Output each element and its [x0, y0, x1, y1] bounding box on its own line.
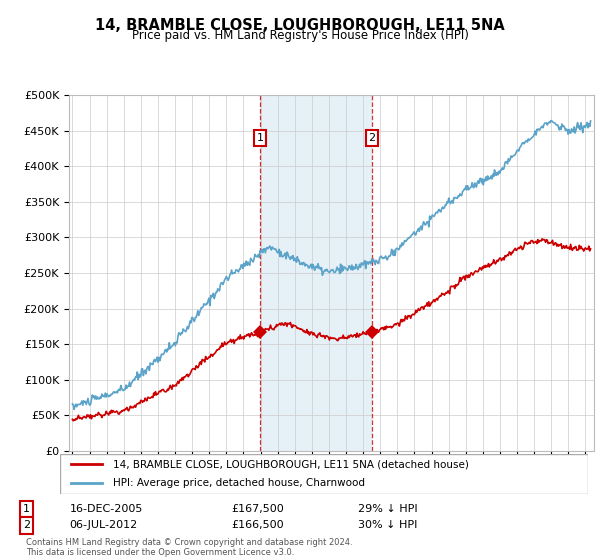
Text: 16-DEC-2005: 16-DEC-2005: [70, 503, 143, 514]
Text: 30% ↓ HPI: 30% ↓ HPI: [358, 520, 417, 530]
Text: Price paid vs. HM Land Registry's House Price Index (HPI): Price paid vs. HM Land Registry's House …: [131, 29, 469, 42]
Text: £166,500: £166,500: [231, 520, 284, 530]
Text: 14, BRAMBLE CLOSE, LOUGHBOROUGH, LE11 5NA (detached house): 14, BRAMBLE CLOSE, LOUGHBOROUGH, LE11 5N…: [113, 460, 469, 469]
Text: 1: 1: [23, 503, 30, 514]
Bar: [260, 95, 372, 451]
Text: 2: 2: [23, 520, 30, 530]
Text: 2: 2: [368, 133, 376, 143]
Text: Contains HM Land Registry data © Crown copyright and database right 2024.
This d: Contains HM Land Registry data © Crown c…: [26, 538, 353, 557]
Text: £167,500: £167,500: [231, 503, 284, 514]
Text: 06-JUL-2012: 06-JUL-2012: [70, 520, 138, 530]
Text: HPI: Average price, detached house, Charnwood: HPI: Average price, detached house, Char…: [113, 478, 365, 488]
Text: 14, BRAMBLE CLOSE, LOUGHBOROUGH, LE11 5NA: 14, BRAMBLE CLOSE, LOUGHBOROUGH, LE11 5N…: [95, 18, 505, 33]
Text: 29% ↓ HPI: 29% ↓ HPI: [358, 503, 417, 514]
Text: 1: 1: [256, 133, 263, 143]
